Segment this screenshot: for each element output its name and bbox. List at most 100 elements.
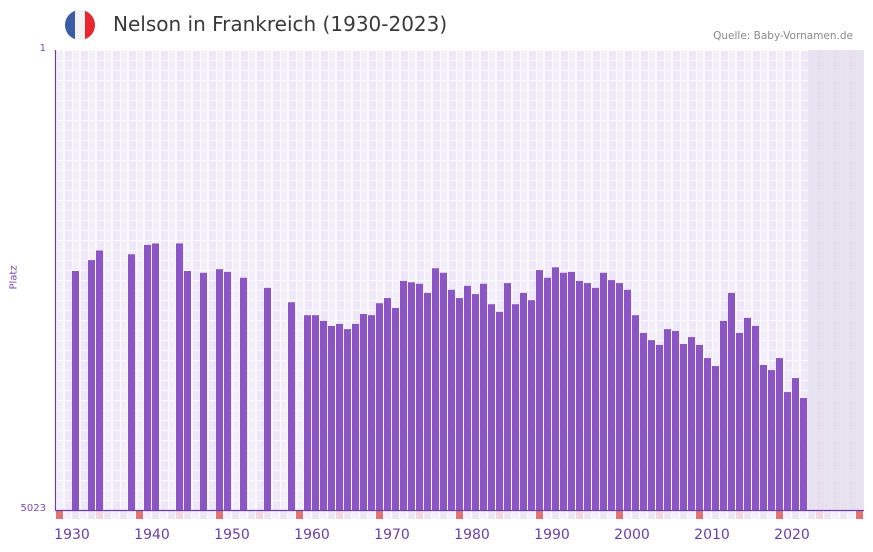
bar-1965[interactable] — [336, 323, 343, 510]
bar-1974[interactable] — [408, 282, 415, 510]
bar-2019[interactable] — [768, 370, 775, 510]
bar-2001[interactable] — [624, 289, 631, 510]
bar-1986[interactable] — [504, 283, 511, 510]
bar-1979[interactable] — [448, 289, 455, 510]
bar-1999[interactable] — [608, 280, 615, 510]
bar-1973[interactable] — [400, 280, 407, 510]
bar-2000[interactable] — [616, 283, 623, 510]
bar-2018[interactable] — [760, 364, 767, 510]
half-decade-marker — [736, 511, 743, 519]
bar-1975[interactable] — [416, 283, 423, 510]
bar-1993[interactable] — [560, 272, 567, 510]
bar-1978[interactable] — [440, 272, 447, 510]
bar-1946[interactable] — [184, 271, 191, 510]
year-marker — [160, 511, 167, 519]
bar-1972[interactable] — [392, 307, 399, 510]
bar-2006[interactable] — [664, 329, 671, 510]
bar-2007[interactable] — [672, 330, 679, 510]
bar-1977[interactable] — [432, 268, 439, 510]
bar-2021[interactable] — [784, 392, 791, 510]
year-marker — [712, 511, 719, 519]
bar-2010[interactable] — [696, 344, 703, 510]
bar-2015[interactable] — [736, 332, 743, 510]
x-tick-label: 2020 — [774, 527, 810, 543]
year-marker — [152, 511, 159, 519]
bar-1995[interactable] — [576, 280, 583, 510]
y-tick-bottom: 5023 — [20, 503, 46, 514]
bar-2009[interactable] — [688, 337, 695, 510]
bar-1932[interactable] — [72, 271, 79, 510]
bar-1996[interactable] — [584, 283, 591, 510]
bar-1998[interactable] — [600, 272, 607, 510]
year-marker — [392, 511, 399, 519]
bar-1948[interactable] — [200, 272, 207, 510]
bar-1983[interactable] — [480, 283, 487, 510]
bar-1953[interactable] — [240, 277, 247, 510]
bar-1964[interactable] — [328, 325, 335, 510]
bar-1967[interactable] — [352, 323, 359, 510]
bar-1961[interactable] — [304, 315, 311, 510]
bar-1985[interactable] — [496, 311, 503, 510]
bar-1942[interactable] — [152, 243, 159, 510]
decade-marker — [776, 511, 783, 519]
bar-1968[interactable] — [360, 313, 367, 510]
bar-1963[interactable] — [320, 320, 327, 510]
year-marker — [568, 511, 575, 519]
decade-marker — [696, 511, 703, 519]
bar-2023[interactable] — [800, 398, 807, 510]
bar-1994[interactable] — [568, 271, 575, 510]
bar-1935[interactable] — [96, 250, 103, 510]
bar-1990[interactable] — [536, 270, 543, 510]
bar-2004[interactable] — [648, 340, 655, 510]
bar-2002[interactable] — [632, 315, 639, 510]
bar-2014[interactable] — [728, 292, 735, 510]
year-marker — [368, 511, 375, 519]
bar-2022[interactable] — [792, 378, 799, 510]
bar-1969[interactable] — [368, 315, 375, 510]
year-marker — [672, 511, 679, 519]
bar-2008[interactable] — [680, 344, 687, 510]
y-tick-top: 1 — [39, 43, 46, 54]
bar-1945[interactable] — [176, 243, 183, 510]
bar-2012[interactable] — [712, 366, 719, 510]
bar-1959[interactable] — [288, 302, 295, 510]
bar-2003[interactable] — [640, 332, 647, 510]
bar-2020[interactable] — [776, 358, 783, 510]
bar-2005[interactable] — [656, 344, 663, 510]
bar-1951[interactable] — [224, 271, 231, 510]
bar-1956[interactable] — [264, 287, 271, 510]
bar-2013[interactable] — [720, 320, 727, 510]
year-marker — [424, 511, 431, 519]
bar-1997[interactable] — [592, 287, 599, 510]
bar-1970[interactable] — [376, 303, 383, 510]
x-tick-label: 2000 — [614, 527, 650, 543]
x-tick-label: 1960 — [294, 527, 330, 543]
year-marker — [744, 511, 751, 519]
bar-2016[interactable] — [744, 317, 751, 510]
bar-2017[interactable] — [752, 325, 759, 510]
bar-1991[interactable] — [544, 277, 551, 510]
bar-1941[interactable] — [144, 244, 151, 510]
bar-1992[interactable] — [552, 267, 559, 510]
bar-1934[interactable] — [88, 260, 95, 510]
france-flag-icon — [65, 10, 95, 40]
bar-1989[interactable] — [528, 300, 535, 510]
bar-1976[interactable] — [424, 292, 431, 510]
bar-1981[interactable] — [464, 285, 471, 510]
bar-1980[interactable] — [456, 298, 463, 510]
year-marker — [760, 511, 767, 519]
bar-1982[interactable] — [472, 294, 479, 510]
bar-1971[interactable] — [384, 298, 391, 510]
bar-1962[interactable] — [312, 315, 319, 510]
bar-1966[interactable] — [344, 329, 351, 510]
half-decade-marker — [656, 511, 663, 519]
bar-1939[interactable] — [128, 254, 135, 510]
year-marker — [720, 511, 727, 519]
bar-2011[interactable] — [704, 358, 711, 510]
bar-1987[interactable] — [512, 304, 519, 510]
bar-1984[interactable] — [488, 304, 495, 510]
bar-1950[interactable] — [216, 269, 223, 510]
year-marker — [328, 511, 335, 519]
year-marker — [448, 511, 455, 519]
bar-1988[interactable] — [520, 292, 527, 510]
